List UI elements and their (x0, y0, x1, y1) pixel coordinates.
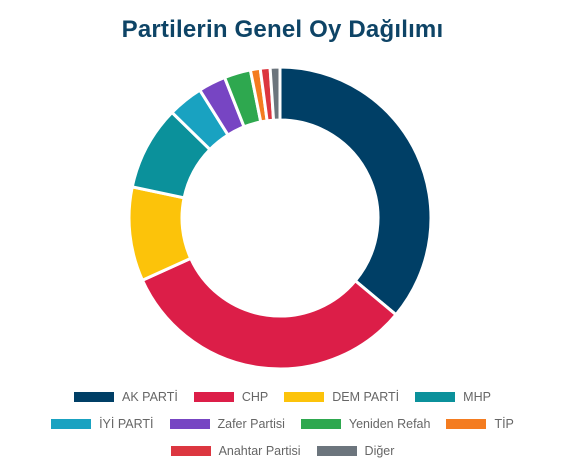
legend-swatch (74, 391, 115, 402)
legend-swatch (193, 391, 234, 402)
legend-item[interactable]: İYİ PARTİ (51, 416, 154, 431)
legend-item[interactable]: TİP (446, 416, 514, 431)
legend-row: İYİ PARTİ Zafer Partisi Yeniden Refah TİP (0, 410, 565, 437)
legend-swatch (284, 391, 325, 402)
legend-item[interactable]: AK PARTİ (74, 390, 178, 404)
legend-label: AK PARTİ (122, 389, 178, 404)
legend-label: Diğer (364, 443, 395, 458)
legend-label: Anahtar Partisi (218, 443, 301, 458)
donut-slice[interactable] (278, 65, 433, 317)
legend-swatch (446, 418, 487, 429)
legend-row: AK PARTİ CHP DEM PARTİ MHP (0, 383, 565, 410)
chart-title: Partilerin Genel Oy Dağılımı (121, 16, 444, 43)
legend-label: Zafer Partisi (217, 416, 285, 431)
legend-label: MHP (463, 389, 491, 404)
legend-swatch (316, 445, 357, 456)
legend-item[interactable]: Diğer (316, 443, 395, 458)
legend-item[interactable]: CHP (193, 389, 269, 404)
legend-swatch (415, 391, 456, 402)
legend-swatch (170, 445, 211, 456)
legend-label: Yeniden Refah (348, 416, 431, 431)
legend-item[interactable]: DEM PARTİ (284, 390, 399, 404)
donut-slice[interactable] (268, 65, 282, 122)
legend-swatch (51, 418, 92, 429)
legend-label: İYİ PARTİ (99, 416, 154, 431)
legend-item[interactable]: Anahtar Partisi (170, 443, 301, 458)
legend-swatch (300, 418, 341, 429)
legend-item[interactable]: Yeniden Refah (300, 416, 431, 431)
legend-swatch (169, 418, 210, 429)
donut-slice[interactable] (140, 256, 399, 371)
legend-item[interactable]: Zafer Partisi (169, 416, 285, 431)
chart-legend: AK PARTİ CHP DEM PARTİ MHP İYİ PARTİ Zafer P… (0, 383, 565, 464)
legend-label: TİP (494, 416, 514, 431)
legend-item[interactable]: MHP (415, 390, 491, 404)
legend-row: Anahtar Partisi Diğer (0, 437, 565, 464)
legend-label: DEM PARTİ (332, 389, 400, 404)
legend-label: CHP (241, 389, 269, 404)
